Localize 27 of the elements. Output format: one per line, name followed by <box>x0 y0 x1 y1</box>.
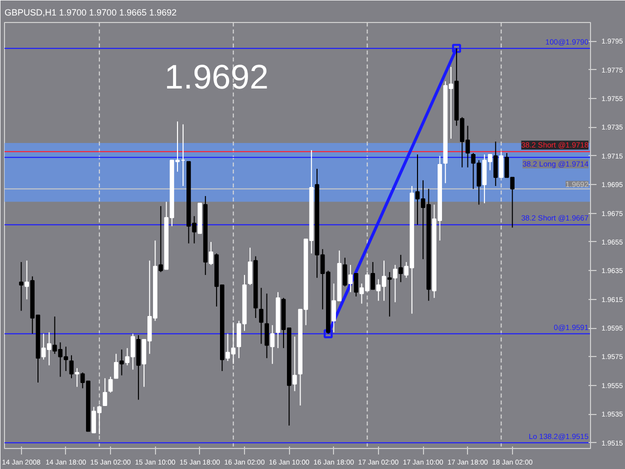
candlestick <box>354 273 358 297</box>
candlestick <box>180 124 186 187</box>
candlestick <box>114 353 118 379</box>
candlestick <box>348 264 353 293</box>
candlestick <box>493 141 498 187</box>
candlestick <box>264 293 269 359</box>
candlestick <box>342 257 348 287</box>
candlestick <box>499 151 504 178</box>
candlestick <box>248 247 252 286</box>
candlestick <box>69 354 74 379</box>
candlestick <box>398 254 403 283</box>
candlestick <box>370 262 376 290</box>
candlestick <box>270 324 275 364</box>
chart-title: GBPUSD,H1 1.9700 1.9700 1.9665 1.9692 <box>4 8 177 18</box>
candlestick <box>158 206 163 273</box>
candlestick <box>120 349 124 376</box>
candlestick <box>102 378 108 406</box>
annotation: 1.9692 <box>164 58 268 96</box>
candlestick <box>292 336 297 392</box>
candlestick <box>259 287 264 344</box>
candlestick <box>74 368 80 388</box>
candlestick <box>387 272 392 318</box>
candlestick <box>108 376 113 394</box>
candlestick <box>24 260 29 300</box>
candlestick <box>208 241 214 266</box>
candlestick <box>19 262 24 312</box>
candlestick <box>392 264 398 303</box>
